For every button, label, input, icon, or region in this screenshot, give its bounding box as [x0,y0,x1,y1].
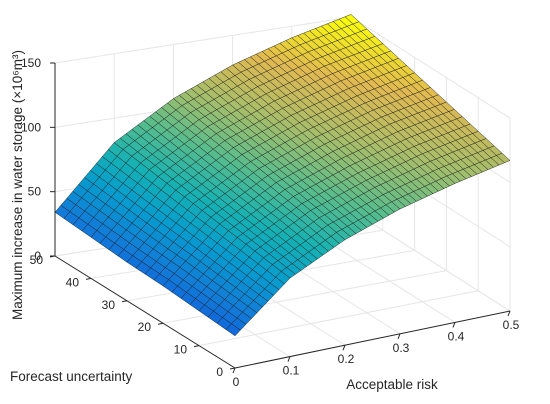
y-tick-label: 20 [138,320,152,334]
x-tick-mark [342,345,346,351]
side-wall-grid-line [350,16,511,119]
y-tick-label: 10 [174,343,188,357]
y-tick-mark [229,367,236,370]
x-axis-line [234,310,511,369]
x-tick-mark [452,322,456,328]
surface-mesh [54,14,511,337]
z-tick-label: 50 [28,185,42,199]
y-tick-label: 50 [30,253,44,267]
z-tick-label: 100 [21,120,41,134]
y-tick-label: 0 [216,365,223,379]
side-wall-grid-line [350,209,511,312]
x-tick-mark [397,333,401,339]
x-tick-mark [232,367,236,374]
x-tick-label: 0.5 [503,318,520,332]
z-tick-label: 150 [21,56,41,70]
x-tick-label: 0.3 [393,341,410,355]
x-tick-label: 0.2 [338,352,355,366]
y-axis-line [54,255,236,369]
x-tick-label: 0.4 [448,329,465,343]
y-tick-mark [121,300,128,303]
x-axis-label: Acceptable risk [346,377,438,392]
z-axis-label: Maximum increase in water storage (×10⁶m… [10,50,25,320]
y-tick-label: 40 [66,275,80,289]
axis-lines [49,62,511,374]
back-wall-grid-line [54,16,352,64]
x-tick-label: 0.1 [283,364,300,378]
y-tick-label: 30 [102,298,116,312]
y-tick-mark [85,277,92,280]
y-tick-mark [193,345,200,348]
surface-cell [496,152,511,164]
floor-grid-line [198,290,479,347]
y-tick-mark [157,322,164,325]
z-tick-label: 0 [34,249,41,263]
x-tick-label: 0 [233,375,240,389]
y-axis-label: Forecast uncertainty [10,369,133,384]
x-tick-mark [507,310,511,317]
x-tick-mark [287,356,291,362]
